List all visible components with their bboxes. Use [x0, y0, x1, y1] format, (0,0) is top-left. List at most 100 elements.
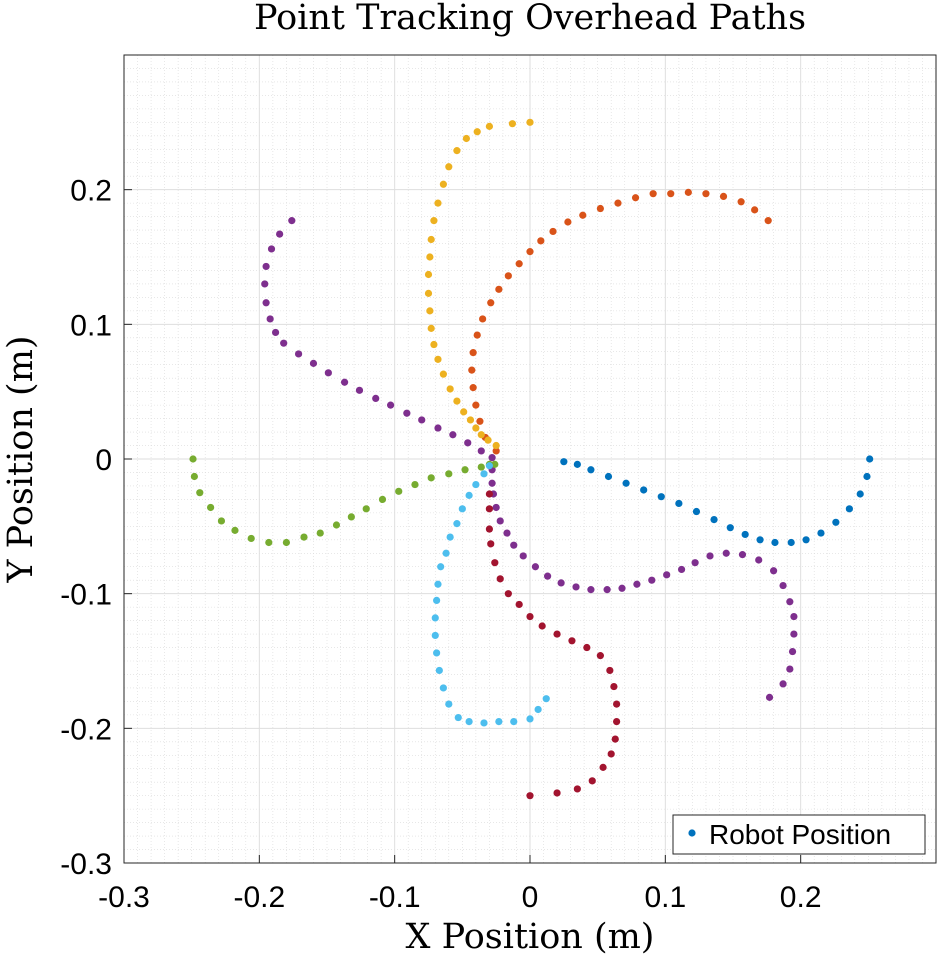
data-point: [495, 285, 503, 293]
data-point: [756, 536, 764, 544]
data-point: [553, 630, 561, 638]
data-point: [786, 665, 794, 673]
y-axis-ticks: -0.3 -0.2 -0.1 0 0.1 0.2: [60, 175, 132, 881]
y-tick-label: -0.3: [60, 848, 112, 881]
data-point: [515, 600, 523, 609]
data-point: [418, 416, 426, 424]
data-point: [603, 586, 611, 594]
data-point: [439, 180, 447, 188]
data-point: [491, 559, 499, 567]
data-point: [434, 199, 442, 207]
data-point: [473, 128, 481, 136]
data-point: [510, 718, 518, 726]
data-point: [431, 614, 439, 622]
data-point: [863, 472, 871, 481]
data-point: [460, 408, 468, 416]
data-point: [282, 538, 290, 547]
data-point: [504, 272, 512, 280]
data-point: [485, 462, 493, 470]
data-point: [485, 505, 493, 513]
data-point: [453, 397, 461, 405]
series-7: [485, 490, 621, 800]
data-point: [458, 505, 466, 513]
data-point: [477, 463, 485, 471]
y-tick-label: 0: [95, 444, 112, 477]
data-point: [790, 612, 798, 621]
data-point: [504, 590, 512, 598]
data-point: [771, 538, 779, 547]
data-point: [492, 503, 500, 512]
data-point: [487, 299, 495, 307]
series-5: [189, 455, 499, 547]
data-point: [347, 513, 355, 521]
data-point: [433, 649, 441, 657]
data-point: [537, 237, 545, 245]
data-point: [531, 563, 540, 571]
data-point: [472, 401, 480, 409]
data-point: [488, 454, 496, 462]
x-tick-label: -0.3: [98, 881, 150, 914]
data-point: [484, 436, 492, 444]
data-point: [779, 581, 787, 590]
data-point: [779, 680, 787, 688]
data-point: [845, 505, 853, 513]
data-point: [472, 480, 480, 489]
data-point: [856, 490, 864, 498]
data-point: [445, 470, 453, 478]
data-point: [588, 777, 596, 785]
legend-box: [672, 814, 926, 855]
data-point: [613, 700, 621, 708]
data-point: [741, 530, 749, 539]
data-point: [477, 431, 485, 439]
data-point: [466, 416, 475, 424]
x-tick-label: -0.2: [233, 881, 285, 914]
data-point: [485, 525, 493, 533]
data-point: [434, 580, 442, 588]
data-point: [247, 534, 255, 543]
data-point: [340, 378, 349, 386]
data-point: [262, 299, 270, 307]
data-point: [579, 211, 587, 219]
series-1: [560, 455, 874, 547]
y-tick-label: 0.1: [70, 309, 112, 342]
series-2: [468, 188, 772, 455]
data-point: [449, 431, 457, 439]
x-tick-label: 0: [522, 881, 539, 914]
data-point: [469, 384, 477, 392]
data-point: [300, 533, 308, 541]
series-4: [261, 217, 798, 701]
data-point: [492, 441, 500, 450]
data-point: [480, 719, 488, 727]
data-point: [434, 355, 442, 363]
data-point: [508, 120, 517, 128]
data-point: [560, 458, 568, 466]
data-point: [765, 693, 774, 701]
data-point: [430, 217, 438, 225]
data-point: [510, 541, 518, 549]
data-point: [613, 718, 621, 726]
data-point: [430, 340, 438, 349]
data-point: [538, 622, 546, 630]
data-point: [411, 480, 419, 489]
data-point: [526, 715, 534, 723]
series-3: [424, 118, 534, 450]
data-point: [675, 499, 683, 508]
data-point: [572, 583, 580, 591]
data-point: [316, 529, 324, 537]
data-point: [557, 579, 565, 587]
data-point: [462, 134, 470, 143]
data-point: [618, 584, 626, 592]
data-point: [553, 789, 561, 797]
series-layer: [189, 118, 874, 800]
data-point: [648, 576, 656, 584]
data-point: [231, 526, 239, 534]
data-point: [587, 586, 595, 594]
data-point: [294, 350, 303, 358]
data-point: [503, 529, 511, 537]
data-point: [738, 551, 747, 559]
data-point: [787, 538, 795, 547]
data-point: [710, 516, 718, 524]
data-point: [445, 700, 453, 708]
data-point: [543, 572, 552, 580]
data-point: [719, 192, 728, 200]
